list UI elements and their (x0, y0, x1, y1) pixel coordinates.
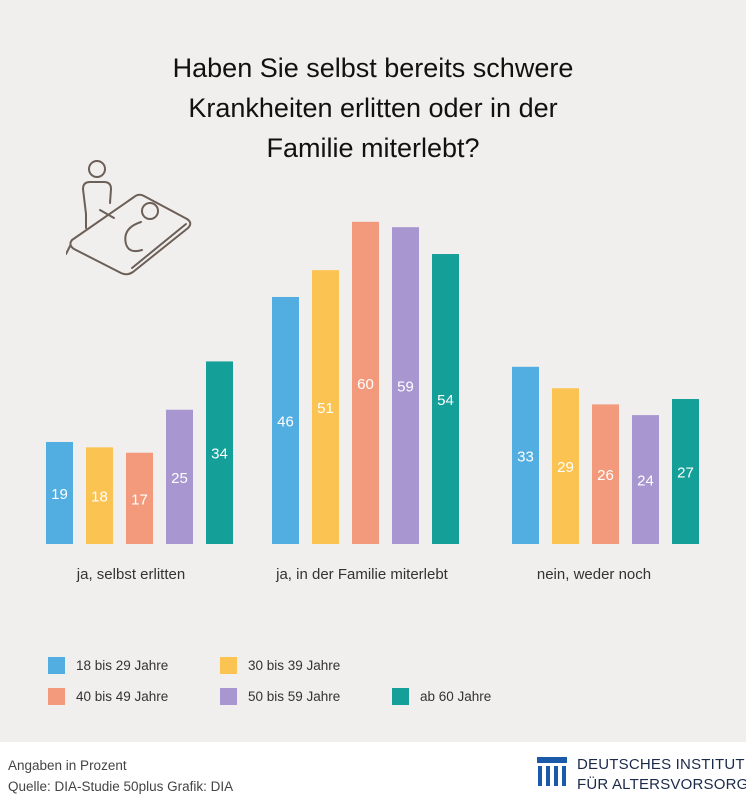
bar-ja-in-der-familie-miterlebt-18-bis-29-jahre (272, 296, 299, 544)
chart-title-line-1: Haben Sie selbst bereits schwere (172, 53, 574, 83)
legend-label-50-59: 50 bis 59 Jahre (248, 688, 341, 704)
brand-name: DEUTSCHES INSTITUT FÜR ALTERSVORSORGE (577, 755, 746, 795)
category-label-nein-weder-noch: nein, weder noch (537, 566, 651, 583)
legend-swatch-40-49 (48, 687, 65, 705)
chart-title-line-2: Krankheiten erlitten oder in der (188, 93, 558, 123)
data-label-ja-in-der-familie-miterlebt-18-bis-29-jahre: 46 (277, 413, 294, 430)
chart-panel: Haben Sie selbst bereits schwere Krankhe… (0, 0, 746, 742)
dia-logo-icon (537, 757, 567, 786)
bar-ja-selbst-erlitten-18-bis-29-jahre (46, 441, 73, 544)
legend-label-30-39: 30 bis 39 Jahre (248, 657, 341, 673)
data-label-ja-selbst-erlitten-ab-60-jahre: 34 (211, 446, 228, 463)
data-label-ja-selbst-erlitten-30-bis-39-jahre: 18 (91, 489, 108, 506)
data-label-nein-weder-noch-50-bis-59-jahre: 24 (637, 473, 654, 490)
bar-nein-weder-noch-40-bis-49-jahre (592, 404, 619, 544)
legend-item-50-59: 50 bis 59 Jahre (220, 686, 340, 706)
data-label-ja-selbst-erlitten-18-bis-29-jahre: 19 (51, 486, 68, 503)
source-note: Quelle: DIA-Studie 50plus Grafik: DIA (8, 779, 234, 794)
unit-note: Angaben in Prozent (8, 758, 127, 773)
bar-nein-weder-noch-30-bis-39-jahre (552, 388, 579, 544)
bar-ja-in-der-familie-miterlebt-30-bis-39-jahre (312, 270, 339, 544)
bar-ja-in-der-familie-miterlebt-40-bis-49-jahre (352, 221, 379, 545)
data-label-nein-weder-noch-30-bis-39-jahre: 29 (557, 459, 574, 476)
data-label-nein-weder-noch-ab-60-jahre: 27 (677, 465, 694, 482)
bar-nein-weder-noch-ab-60-jahre (672, 399, 699, 544)
brand-name-line-1: DEUTSCHES INSTITUT (577, 756, 745, 773)
grouped-bar-chart: 19 18 17 25 34 ja, selbst erlitten 46 51 60 59 54 j… (46, 221, 699, 583)
data-label-ja-selbst-erlitten-40-bis-49-jahre: 17 (131, 491, 148, 508)
legend-swatch-50-59 (220, 687, 237, 705)
legend-swatch-30-39 (220, 656, 237, 674)
bar-nein-weder-noch-18-bis-29-jahre (512, 366, 539, 544)
bar-ja-selbst-erlitten-40-bis-49-jahre (126, 452, 153, 544)
bar-ja-in-der-familie-miterlebt-50-bis-59-jahre (392, 227, 419, 545)
bar-ja-selbst-erlitten-50-bis-59-jahre (166, 409, 193, 544)
legend-swatch-60-plus (392, 687, 409, 705)
bar-ja-in-der-familie-miterlebt-ab-60-jahre (432, 254, 459, 544)
data-label-nein-weder-noch-40-bis-49-jahre: 26 (597, 467, 614, 484)
legend-item-18-29: 18 bis 29 Jahre (48, 655, 168, 675)
data-label-nein-weder-noch-18-bis-29-jahre: 33 (517, 448, 534, 465)
legend-label-18-29: 18 bis 29 Jahre (76, 657, 169, 673)
bar-nein-weder-noch-50-bis-59-jahre (632, 415, 659, 544)
chart-title: Haben Sie selbst bereits schwere Krankhe… (0, 48, 746, 168)
brand-name-line-2: FÜR ALTERSVORSORGE (577, 776, 746, 793)
data-label-ja-in-der-familie-miterlebt-ab-60-jahre: 54 (437, 392, 454, 409)
person-at-sickbed-icon (66, 160, 192, 276)
chart-title-line-3: Familie miterlebt? (266, 133, 480, 163)
category-label-ja-selbst-erlitten: ja, selbst erlitten (76, 566, 185, 583)
legend-label-60-plus: ab 60 Jahre (420, 688, 492, 704)
bar-ja-selbst-erlitten-30-bis-39-jahre (86, 447, 113, 544)
legend-swatch-18-29 (48, 656, 65, 674)
bar-ja-selbst-erlitten-ab-60-jahre (206, 361, 233, 544)
legend-item-40-49: 40 bis 49 Jahre (48, 686, 168, 706)
data-label-ja-in-der-familie-miterlebt-30-bis-39-jahre: 51 (317, 400, 334, 417)
legend-label-40-49: 40 bis 49 Jahre (76, 688, 169, 704)
data-label-ja-in-der-familie-miterlebt-50-bis-59-jahre: 59 (397, 379, 414, 396)
legend-item-30-39: 30 bis 39 Jahre (220, 655, 340, 675)
legend-item-60-plus: ab 60 Jahre (392, 686, 491, 706)
data-label-ja-selbst-erlitten-50-bis-59-jahre: 25 (171, 470, 188, 487)
category-label-ja-in-der-familie-miterlebt: ja, in der Familie miterlebt (275, 566, 449, 583)
data-label-ja-in-der-familie-miterlebt-40-bis-49-jahre: 60 (357, 376, 374, 393)
